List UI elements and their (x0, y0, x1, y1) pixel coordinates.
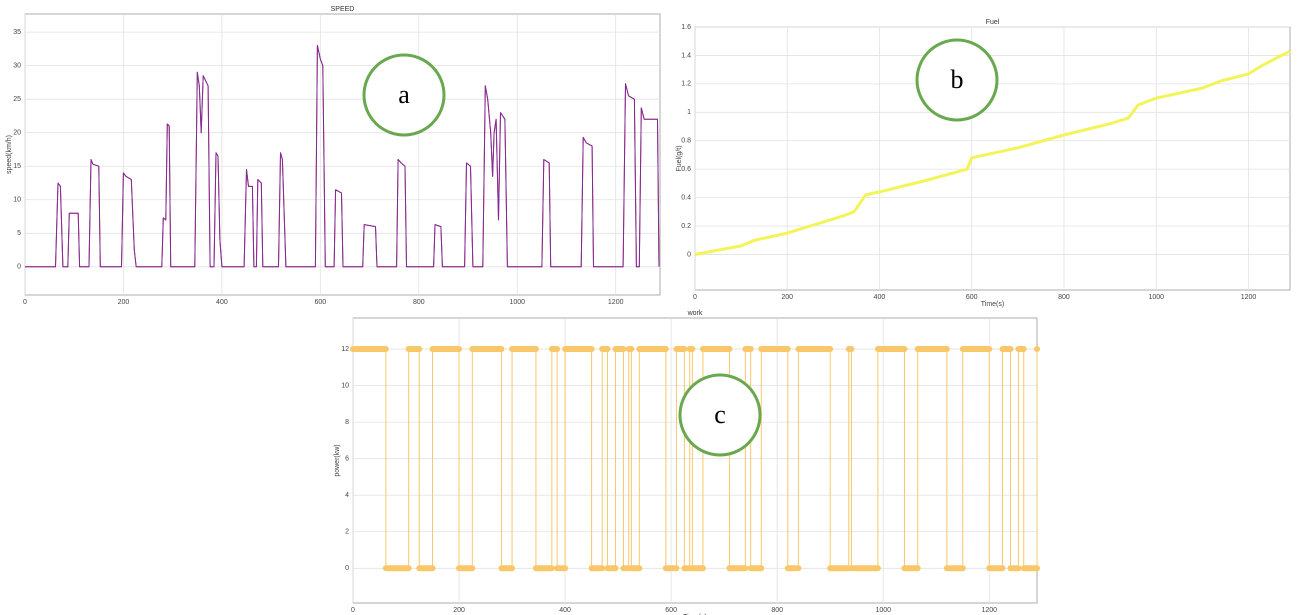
y-tick-label: 1.4 (681, 52, 691, 59)
y-tick-label: 4 (345, 492, 349, 499)
y-tick-label: 0 (345, 565, 349, 572)
y-tick-label: 0.6 (681, 166, 691, 173)
plot-area (352, 317, 1038, 604)
x-tick-label: 600 (315, 299, 327, 306)
x-tick-label: 1200 (981, 607, 997, 614)
x-tick-label: 0 (23, 299, 27, 306)
x-tick-label: 1200 (1241, 294, 1257, 301)
x-tick-label: 600 (966, 294, 978, 301)
y-tick-label: 1.2 (681, 81, 691, 88)
y-tick-label: 1 (687, 109, 691, 116)
x-tick-label: 400 (559, 607, 571, 614)
data-line (694, 49, 1291, 256)
chart-title: work (687, 310, 703, 317)
x-axis-label: Time(s) (981, 301, 1004, 308)
y-tick-label: 0.2 (681, 223, 691, 230)
x-tick-label: 1000 (509, 299, 525, 306)
y-tick-label: 12 (341, 346, 349, 353)
y-tick-label: 0.8 (681, 138, 691, 145)
y-tick-label: 5 (17, 230, 21, 237)
x-tick-label: 800 (1058, 294, 1070, 301)
x-tick-label: 0 (693, 294, 697, 301)
chart-title: Fuel (986, 19, 1000, 26)
x-tick-label: 400 (874, 294, 886, 301)
annotation-label: a (398, 80, 410, 109)
annotation-circle (362, 53, 446, 137)
annotation-label: b (951, 65, 964, 94)
y-tick-label: 6 (345, 456, 349, 463)
x-tick-label: 1000 (1148, 294, 1164, 301)
y-tick-label: 25 (13, 96, 21, 103)
x-tick-label: 1200 (608, 299, 624, 306)
y-tick-label: 8 (345, 419, 349, 426)
y-tick-label: 0.4 (681, 194, 691, 201)
x-tick-label: 800 (413, 299, 425, 306)
x-tick-label: 600 (665, 607, 677, 614)
x-tick-label: 200 (453, 607, 465, 614)
x-tick-label: 200 (781, 294, 793, 301)
y-tick-label: 20 (13, 130, 21, 137)
annotation-circle (915, 38, 999, 122)
y-axis-label: power(kw) (334, 444, 341, 476)
annotation-label: c (714, 400, 726, 429)
y-tick-label: 10 (13, 197, 21, 204)
x-tick-label: 800 (771, 607, 783, 614)
x-tick-label: 1000 (875, 607, 891, 614)
annotation-circle (678, 373, 762, 457)
y-tick-label: 30 (13, 62, 21, 69)
y-tick-label: 1.6 (681, 24, 691, 31)
y-axis-label: Fuel(g/t) (676, 145, 683, 171)
y-tick-label: 2 (345, 529, 349, 536)
y-tick-label: 35 (13, 29, 21, 36)
y-tick-label: 0 (17, 264, 21, 271)
y-tick-label: 10 (341, 382, 349, 389)
x-tick-label: 200 (118, 299, 130, 306)
x-axis-label: Time(s) (683, 614, 706, 615)
y-tick-label: 0 (687, 251, 691, 258)
x-tick-label: 400 (216, 299, 228, 306)
y-tick-label: 15 (13, 163, 21, 170)
data-line (25, 45, 660, 268)
x-tick-label: 0 (351, 607, 355, 614)
y-axis-label: speed(km/h) (6, 135, 13, 174)
chart-title: SPEED (331, 6, 355, 13)
